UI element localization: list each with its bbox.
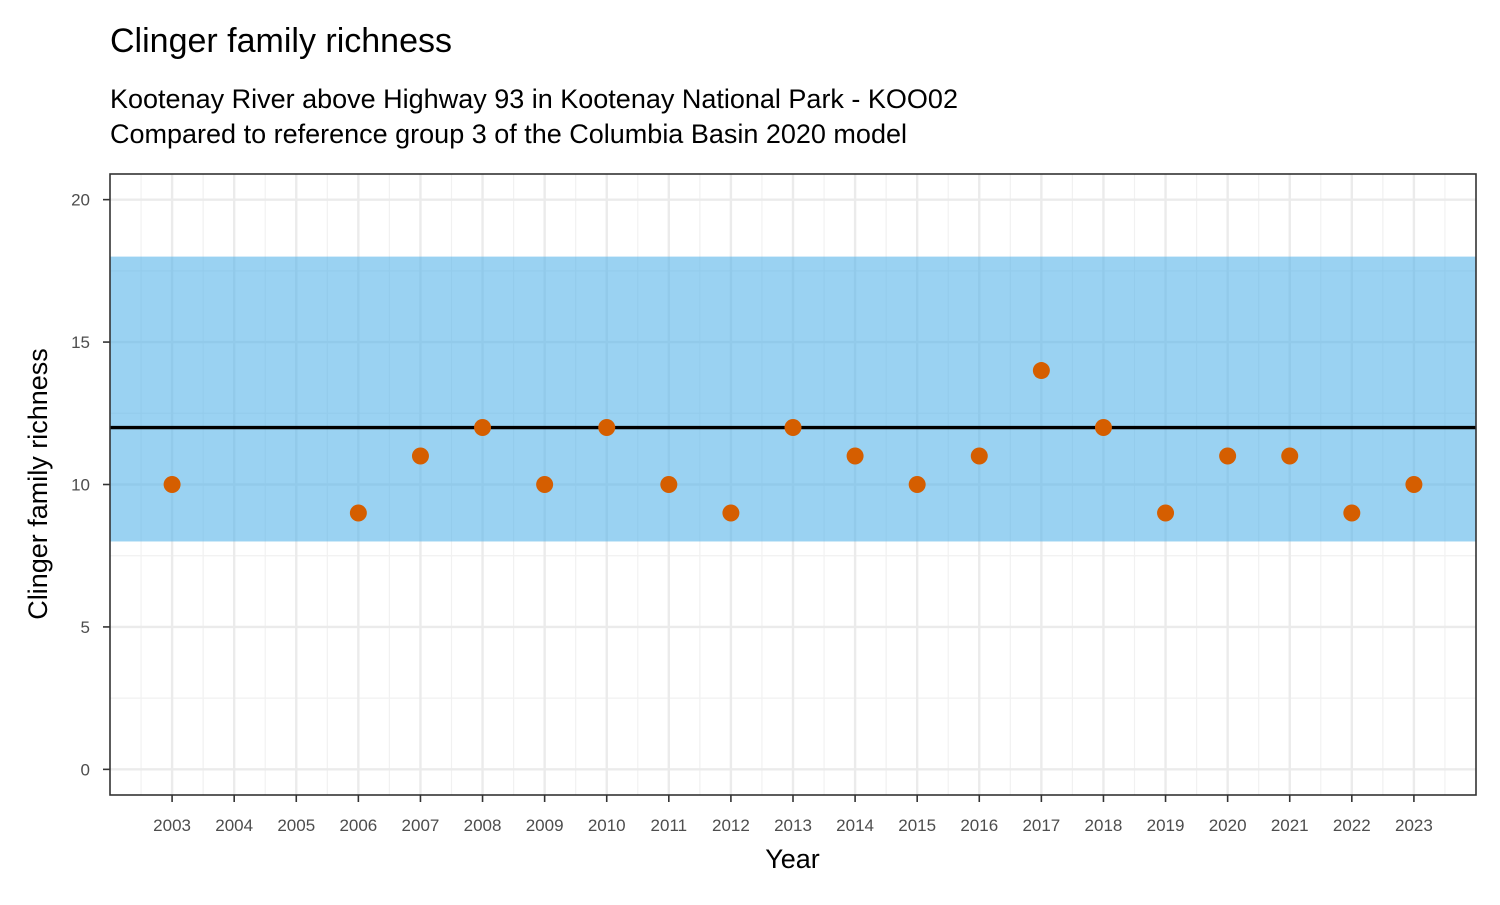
y-tick-label: 5 <box>81 618 90 637</box>
plot-area: 0 5 10 15 20 2003 2004 2005 2006 2007 2008 2009 2010… <box>71 173 1477 835</box>
x-tick-label: 2023 <box>1395 816 1433 835</box>
x-tick-label: 2010 <box>588 816 626 835</box>
x-tick-label: 2011 <box>651 816 688 835</box>
data-point <box>474 419 492 437</box>
y-tick-label: 15 <box>71 333 90 352</box>
x-tick-label: 2016 <box>960 816 998 835</box>
x-tick-label: 2018 <box>1085 816 1123 835</box>
data-point <box>1157 504 1175 522</box>
chart-subtitle-line-1: Kootenay River above Highway 93 in Koote… <box>110 84 958 114</box>
x-tick-label: 2017 <box>1022 816 1060 835</box>
y-tick-label: 20 <box>71 191 90 210</box>
data-point <box>660 476 678 493</box>
data-point <box>846 447 864 465</box>
x-tick-label: 2008 <box>464 816 502 835</box>
data-point <box>1219 447 1237 465</box>
data-point <box>1343 504 1361 522</box>
x-tick-label: 2021 <box>1271 816 1309 835</box>
x-tick-label: 2015 <box>898 816 936 835</box>
x-tick-label: 2019 <box>1147 816 1185 835</box>
data-point <box>1281 447 1299 465</box>
data-point <box>411 447 429 465</box>
x-tick-label: 2014 <box>836 816 874 835</box>
chart-title: Clinger family richness <box>110 22 452 60</box>
x-tick-label: 2020 <box>1209 816 1247 835</box>
data-point <box>598 419 616 437</box>
x-tick-label: 2005 <box>277 816 315 835</box>
data-point <box>536 476 554 493</box>
data-point <box>970 447 988 465</box>
data-point <box>163 476 181 493</box>
x-tick-label: 2007 <box>402 816 440 835</box>
data-point <box>908 476 926 493</box>
data-point <box>722 504 740 522</box>
data-point <box>349 504 367 522</box>
x-tick-label: 2009 <box>526 816 564 835</box>
y-axis-label: Clinger family richness <box>23 348 53 620</box>
chart-subtitle-line-2: Compared to reference group 3 of the Col… <box>110 119 907 149</box>
x-tick-label: 2012 <box>712 816 750 835</box>
x-tick-label: 2003 <box>153 816 191 835</box>
x-tick-label: 2013 <box>774 816 812 835</box>
x-tick-label: 2004 <box>215 816 253 835</box>
x-axis-label: Year <box>765 844 820 874</box>
x-tick-label: 2006 <box>339 816 377 835</box>
data-point <box>1405 476 1423 493</box>
data-point <box>1094 419 1112 437</box>
data-point <box>1032 362 1050 380</box>
data-point <box>784 419 802 437</box>
y-tick-label: 10 <box>71 476 90 495</box>
x-tick-label: 2022 <box>1333 816 1371 835</box>
y-tick-label: 0 <box>81 760 90 779</box>
reference-band <box>110 256 1476 542</box>
